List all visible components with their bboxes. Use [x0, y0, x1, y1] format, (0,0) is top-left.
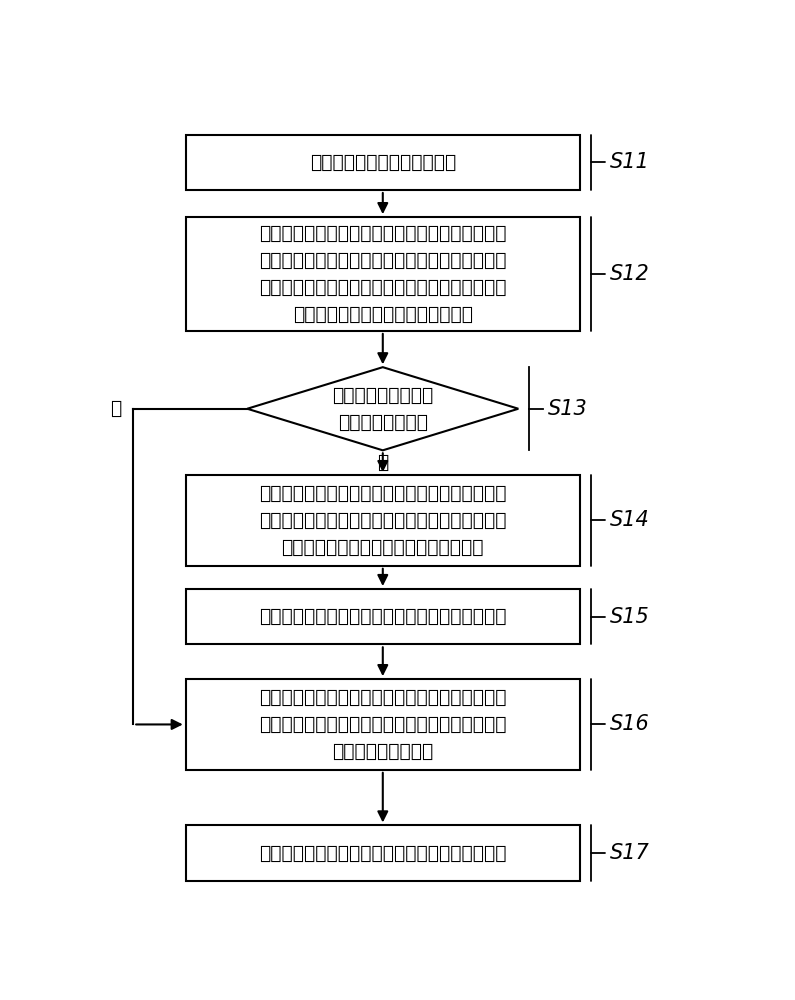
Text: S14: S14 — [610, 510, 650, 530]
Text: S15: S15 — [610, 607, 650, 627]
Text: S13: S13 — [548, 399, 588, 419]
FancyBboxPatch shape — [185, 679, 580, 770]
Text: 第一终端与第二终端建立连接: 第一终端与第二终端建立连接 — [310, 153, 456, 172]
Text: 根据第一终端的第二属性信息和第二终端的第二属
性信息，获取第一终端的第一同步数据，第一同步
数据为通用数据和个性化数据的至少一个: 根据第一终端的第二属性信息和第二终端的第二属 性信息，获取第一终端的第一同步数据… — [259, 484, 506, 557]
FancyBboxPatch shape — [185, 135, 580, 190]
Text: 第一终端与第二终端
是否属于同一账户: 第一终端与第二终端 是否属于同一账户 — [332, 386, 433, 432]
Text: S12: S12 — [610, 264, 650, 284]
FancyBboxPatch shape — [185, 825, 580, 881]
Text: 获取第一终端和第二终端的属性信息，包括第一属
性信息和第二属性信息，所述第一属性信息包括账
户信息和状态信息的至少一个，所述第二属性信息
包括能力信息和类型信息: 获取第一终端和第二终端的属性信息，包括第一属 性信息和第二属性信息，所述第一属性… — [259, 224, 506, 324]
FancyBboxPatch shape — [185, 475, 580, 566]
Polygon shape — [247, 367, 518, 450]
Text: S16: S16 — [610, 714, 650, 734]
FancyBboxPatch shape — [185, 589, 580, 644]
Text: S17: S17 — [610, 843, 650, 863]
Text: 否: 否 — [110, 399, 121, 418]
Text: 第一终端与第二终端同步第一终端的第一同步数据: 第一终端与第二终端同步第一终端的第一同步数据 — [259, 607, 506, 626]
Text: 是: 是 — [377, 453, 389, 472]
FancyBboxPatch shape — [185, 217, 580, 331]
Text: 第一终端与第二终端同步第一终端的第二同步数据: 第一终端与第二终端同步第一终端的第二同步数据 — [259, 844, 506, 863]
Text: 根据第一终端的第二属性信息和第二终端的第二属
性信息，获取第一终端的第二同步数据，第二同步
数据仅包括通用数据: 根据第一终端的第二属性信息和第二终端的第二属 性信息，获取第一终端的第二同步数据… — [259, 688, 506, 761]
Text: S11: S11 — [610, 152, 650, 172]
